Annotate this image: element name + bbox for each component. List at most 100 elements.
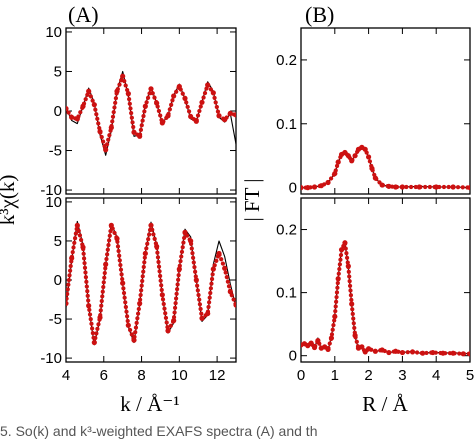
x-tick-label: 6 (100, 367, 108, 384)
fit-point (328, 335, 335, 341)
fit-point (74, 116, 80, 122)
x-tick-label: 8 (137, 367, 145, 384)
y-tick-label: 5 (54, 63, 62, 80)
fit-point (366, 346, 372, 352)
fit-point (137, 133, 143, 139)
caption-fragment: 5. So(k) and k³-weighted EXAFS spectra (… (0, 423, 317, 439)
fit-point (125, 91, 131, 97)
fit-point (148, 222, 154, 228)
plot-frame (300, 197, 471, 363)
fit-point (467, 351, 470, 357)
fit-point (86, 303, 92, 309)
panel-a-top: -10 -5 0 5 10 (40, 24, 237, 199)
panel-label-b: (B) (305, 2, 334, 27)
fit-point (176, 266, 182, 272)
fit-point (345, 263, 351, 269)
fit-point (335, 159, 341, 165)
right-x-axis-label: R / Å (362, 392, 408, 416)
fit-point (393, 348, 399, 354)
fit-point (154, 100, 160, 106)
fit-point (345, 153, 351, 159)
fit-point (352, 332, 358, 339)
fit-point (188, 113, 194, 120)
fit-point (311, 184, 318, 190)
fit-point (193, 277, 199, 283)
fit-point (409, 349, 416, 355)
fit-point (108, 222, 114, 228)
fit-point (342, 240, 348, 246)
fit-point (97, 128, 103, 135)
fit-point (205, 310, 211, 317)
fit-point (176, 83, 182, 90)
fit-point (349, 158, 355, 164)
fit-point (233, 302, 236, 308)
fit-point (108, 125, 114, 131)
fit-point (233, 112, 236, 118)
fit-point (467, 185, 470, 191)
x-tick-label: 2 (364, 367, 372, 384)
fit-point (182, 95, 188, 101)
fit-point (393, 184, 399, 190)
fit-point (372, 348, 378, 354)
fit-point (199, 99, 205, 105)
plot-area (301, 240, 470, 357)
y-tick-label: 0 (54, 103, 62, 120)
fit-point (399, 184, 405, 190)
fit-point (342, 149, 348, 156)
fit-point (165, 113, 171, 119)
fit-point (227, 110, 233, 116)
plot-frame (300, 27, 471, 195)
y-tick-label: -10 (40, 350, 62, 367)
x-tick-label: 4 (62, 367, 70, 384)
fit-point (74, 222, 80, 228)
fit-point (210, 266, 216, 272)
fit-point (349, 301, 355, 307)
y-tick-label: 10 (45, 24, 62, 41)
x-tick-label: 4 (432, 367, 440, 384)
fit-point (430, 349, 436, 356)
fit-point (171, 318, 177, 324)
fit-point (97, 314, 103, 321)
experimental-data-line (66, 70, 236, 156)
x-tick-label: 12 (209, 367, 226, 384)
panel-label-a: (A) (68, 2, 99, 27)
fit-point (222, 117, 228, 123)
fit-point (386, 349, 392, 356)
y-tick-label: 0.1 (276, 116, 297, 133)
fit-point (148, 86, 154, 92)
right-y-axis-label: | FT | (240, 178, 264, 221)
fit-point (69, 255, 75, 261)
x-tick-label: 10 (171, 367, 188, 384)
fit-point (91, 102, 97, 108)
fit-point (137, 300, 143, 307)
y-tick-label: 10 (45, 194, 62, 211)
fit-point (332, 313, 338, 320)
fit-point (210, 90, 216, 96)
fit-point (120, 73, 126, 79)
y-tick-label: 0 (54, 272, 62, 289)
plot-frame (65, 27, 237, 195)
fit-point (165, 328, 171, 334)
fit-point (325, 346, 331, 352)
fit-point (450, 350, 456, 356)
fit-point (399, 349, 405, 356)
fit-point (386, 183, 392, 189)
fit-point (332, 170, 338, 177)
fit-point (305, 185, 311, 191)
y-tick-label: 5 (54, 233, 62, 250)
fit-point (154, 243, 160, 250)
y-tick-label: 0.1 (276, 285, 297, 302)
fit-point (80, 244, 86, 250)
y-tick-label: 0.2 (276, 52, 297, 69)
fit-point (159, 120, 165, 126)
panel-b-bottom: 0 0.1 0.2 0 1 2 3 4 5 (276, 197, 474, 384)
y-tick-label: 0.2 (276, 222, 297, 239)
fit-point (142, 250, 148, 257)
fit-point (114, 236, 120, 242)
y-tick-label: -5 (49, 311, 62, 328)
fit-point (216, 250, 222, 257)
fit-point (131, 337, 137, 343)
fit-point (103, 147, 109, 153)
left-y-axis-label: k³χ(k) (0, 175, 19, 226)
